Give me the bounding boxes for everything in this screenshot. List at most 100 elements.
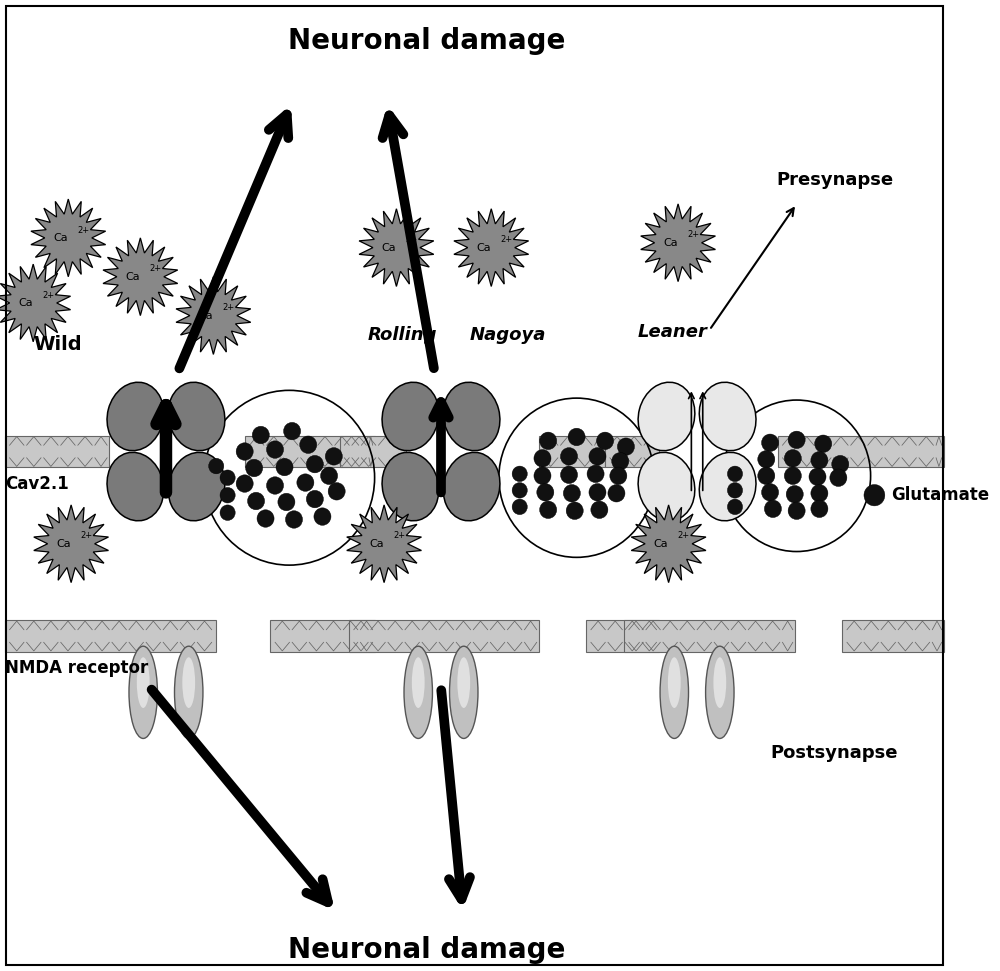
Polygon shape	[454, 209, 529, 286]
Ellipse shape	[638, 452, 695, 520]
Ellipse shape	[668, 657, 681, 708]
Circle shape	[617, 438, 634, 455]
Bar	[586, 620, 659, 652]
Polygon shape	[347, 505, 421, 583]
Circle shape	[589, 448, 606, 465]
Circle shape	[612, 452, 629, 470]
Ellipse shape	[699, 452, 756, 520]
Circle shape	[727, 483, 743, 498]
Text: Ca: Ca	[198, 311, 213, 320]
Circle shape	[566, 502, 583, 519]
Circle shape	[727, 466, 743, 482]
Circle shape	[811, 500, 828, 518]
Text: Ca: Ca	[56, 539, 71, 549]
Circle shape	[540, 501, 557, 519]
Circle shape	[608, 485, 625, 502]
Circle shape	[285, 511, 303, 528]
Circle shape	[534, 450, 551, 467]
Circle shape	[830, 469, 847, 486]
Text: Cav2.1: Cav2.1	[5, 475, 68, 492]
Circle shape	[864, 485, 885, 506]
Text: 2+: 2+	[77, 225, 90, 235]
Text: Presynapse: Presynapse	[776, 171, 893, 188]
Polygon shape	[34, 505, 108, 583]
Circle shape	[727, 499, 743, 515]
Bar	[270, 620, 375, 652]
Polygon shape	[359, 209, 434, 286]
Circle shape	[328, 483, 345, 500]
Text: 2+: 2+	[678, 531, 690, 541]
Text: Neuronal damage: Neuronal damage	[288, 27, 565, 54]
Circle shape	[300, 436, 317, 453]
Text: Ca: Ca	[369, 539, 384, 549]
Circle shape	[589, 484, 606, 501]
Ellipse shape	[457, 657, 470, 708]
Text: Ca: Ca	[382, 243, 396, 252]
Circle shape	[537, 484, 554, 501]
Ellipse shape	[168, 452, 225, 520]
Circle shape	[512, 499, 527, 515]
Text: Ca: Ca	[125, 272, 140, 282]
Circle shape	[314, 508, 331, 525]
Circle shape	[786, 486, 803, 503]
Text: Postsynapse: Postsynapse	[771, 744, 898, 761]
Circle shape	[257, 510, 274, 527]
Bar	[539, 436, 605, 467]
Text: 2+: 2+	[222, 303, 235, 313]
Circle shape	[306, 490, 323, 508]
Text: Ca: Ca	[654, 539, 668, 549]
Ellipse shape	[638, 383, 695, 451]
Text: Nagoya: Nagoya	[469, 326, 546, 344]
Circle shape	[762, 434, 779, 452]
Circle shape	[784, 450, 801, 467]
Polygon shape	[31, 199, 106, 277]
Ellipse shape	[450, 647, 478, 739]
Polygon shape	[0, 264, 71, 342]
Ellipse shape	[182, 657, 195, 708]
Text: 2+: 2+	[80, 531, 92, 541]
Circle shape	[788, 431, 805, 449]
Circle shape	[815, 435, 832, 452]
Circle shape	[534, 467, 551, 485]
Circle shape	[560, 466, 578, 484]
Circle shape	[266, 477, 284, 494]
Bar	[605, 436, 659, 467]
Circle shape	[784, 467, 801, 485]
Circle shape	[278, 493, 295, 511]
Circle shape	[563, 485, 580, 502]
Circle shape	[788, 502, 805, 519]
Text: Glutamate: Glutamate	[891, 486, 990, 504]
Ellipse shape	[168, 383, 225, 451]
Circle shape	[252, 426, 269, 444]
Ellipse shape	[107, 383, 164, 451]
Text: Ca: Ca	[476, 243, 491, 252]
Circle shape	[325, 448, 342, 465]
Ellipse shape	[660, 647, 689, 739]
Text: Leaner: Leaner	[637, 323, 707, 341]
Circle shape	[236, 475, 253, 492]
Bar	[842, 620, 944, 652]
Polygon shape	[176, 277, 251, 354]
Text: 2+: 2+	[687, 230, 699, 240]
Bar	[5, 436, 109, 467]
Circle shape	[809, 468, 826, 486]
Text: Ca: Ca	[663, 238, 678, 248]
Ellipse shape	[443, 383, 500, 451]
Circle shape	[758, 451, 775, 468]
Text: 2+: 2+	[149, 264, 162, 274]
Text: Wild: Wild	[33, 335, 82, 354]
Text: NMDA receptor: NMDA receptor	[5, 659, 148, 677]
Circle shape	[306, 455, 323, 473]
Bar	[245, 436, 375, 467]
Text: 2+: 2+	[406, 235, 418, 245]
Circle shape	[220, 487, 235, 503]
Circle shape	[266, 441, 284, 458]
Ellipse shape	[699, 383, 756, 451]
Circle shape	[209, 458, 224, 474]
Text: 2+: 2+	[393, 531, 405, 541]
Circle shape	[610, 467, 627, 485]
Ellipse shape	[382, 452, 439, 520]
Text: Ca: Ca	[18, 298, 33, 308]
Text: 2+: 2+	[500, 235, 512, 245]
Circle shape	[321, 467, 338, 485]
